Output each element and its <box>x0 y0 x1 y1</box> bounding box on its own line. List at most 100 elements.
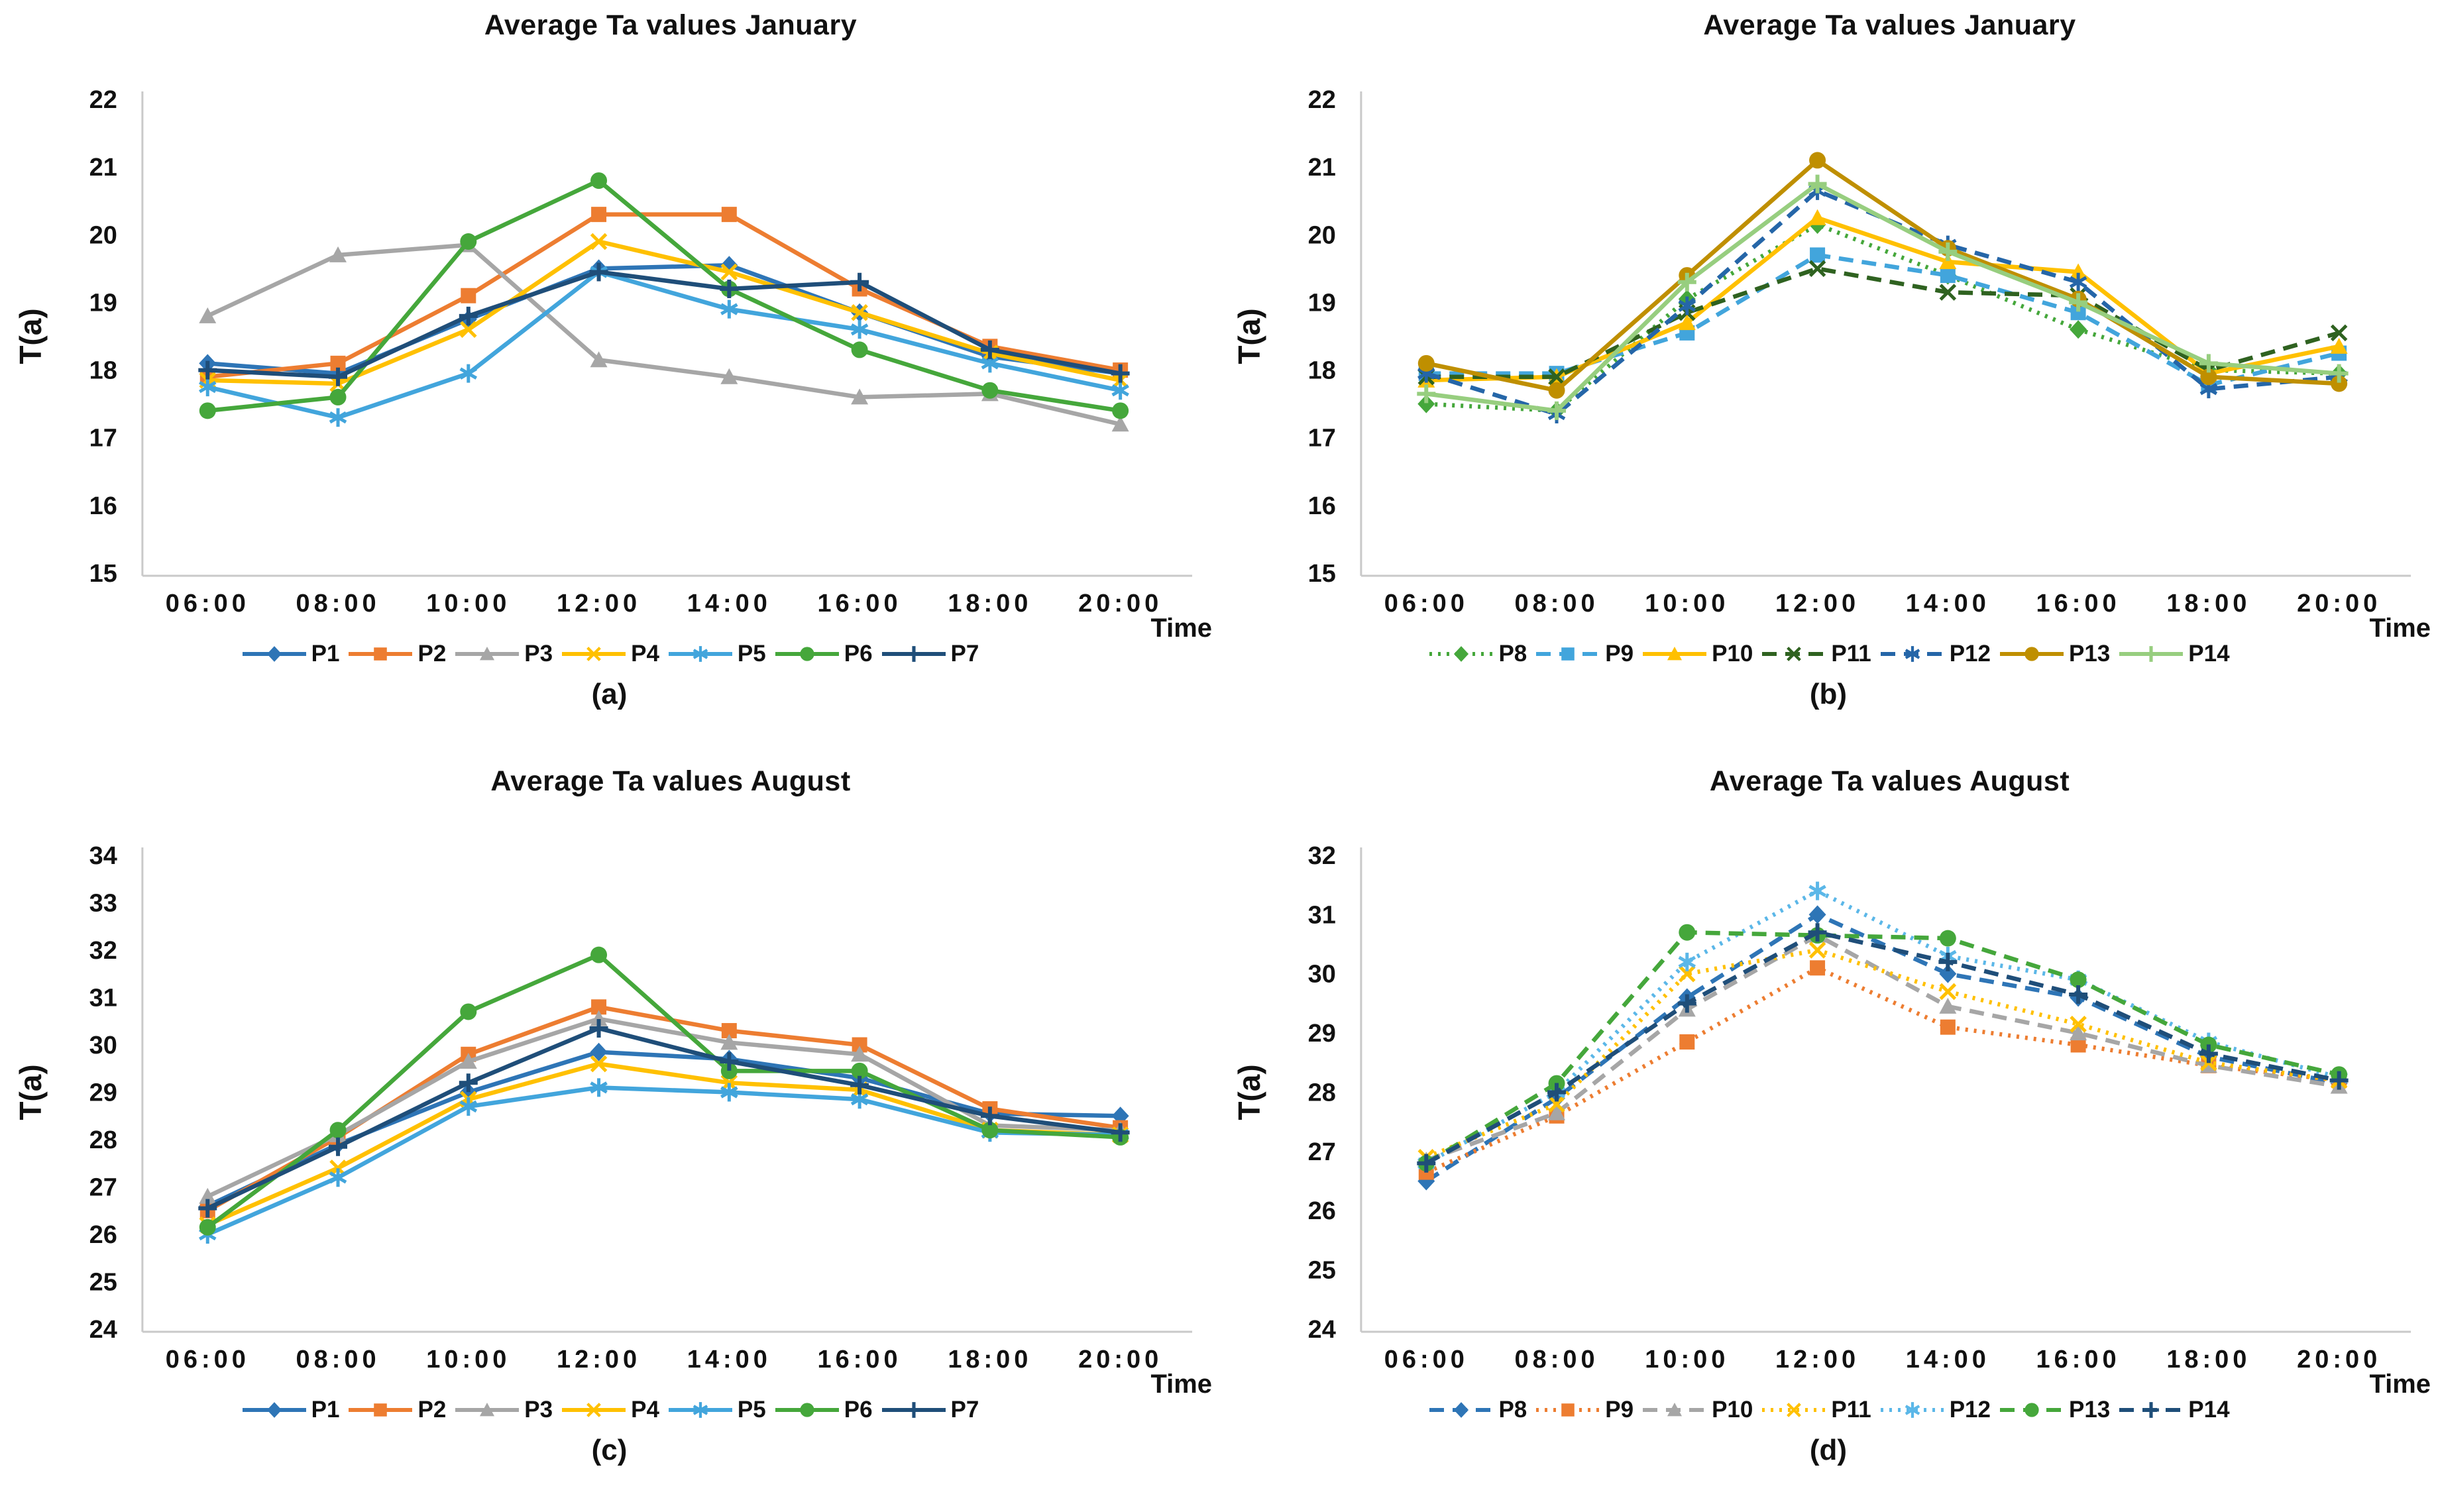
x-axis-title: Time <box>2369 1370 2431 1395</box>
data-point-marker <box>720 1062 738 1079</box>
legend-item-P2[interactable]: P2 <box>346 641 446 667</box>
y-axis-tick-label: 19 <box>1308 289 1336 317</box>
legend-item-P1[interactable]: P1 <box>240 1397 339 1423</box>
legend-label: P5 <box>737 1397 766 1423</box>
legend-item-P4[interactable]: P4 <box>559 1397 659 1423</box>
legend-item-P13[interactable]: P13 <box>1997 1397 2110 1423</box>
legend-item-P5[interactable]: P5 <box>666 1397 766 1423</box>
legend-item-P5[interactable]: P5 <box>666 641 766 667</box>
legend-marker-diamond-icon <box>1429 646 1494 662</box>
data-point-marker <box>1940 1019 1956 1035</box>
y-axis-tick-label: 32 <box>1308 842 1336 870</box>
legend-item-P8[interactable]: P8 <box>1427 1397 1527 1423</box>
data-point-marker <box>720 263 738 281</box>
legend-item-P2[interactable]: P2 <box>346 1397 446 1423</box>
legend-item-P6[interactable]: P6 <box>773 1397 873 1423</box>
legend-item-P1[interactable]: P1 <box>240 641 339 667</box>
panel-caption-a: (a) <box>591 678 628 710</box>
series-P3 <box>199 236 1129 432</box>
legend-marker-plus-icon <box>881 1402 946 1418</box>
legend-item-P9[interactable]: P9 <box>1533 641 1634 667</box>
legend-label: P9 <box>1605 1397 1634 1423</box>
data-point-marker <box>329 1168 347 1187</box>
legend-item-P14[interactable]: P14 <box>2117 641 2230 667</box>
legend-item-P13[interactable]: P13 <box>1997 641 2110 667</box>
data-point-marker <box>459 1073 478 1093</box>
legend-item-P4[interactable]: P4 <box>559 641 659 667</box>
series-P6 <box>199 172 1129 419</box>
legend-item-P10[interactable]: P10 <box>1640 1397 1753 1423</box>
panel-caption-c: (c) <box>591 1434 628 1466</box>
legend-item-P11[interactable]: P11 <box>1759 641 1871 667</box>
legend-item-P7[interactable]: P7 <box>879 641 979 667</box>
legend-item-P14[interactable]: P14 <box>2117 1397 2230 1423</box>
data-point-marker <box>590 1042 608 1061</box>
data-point-marker <box>1417 354 1435 372</box>
data-point-marker <box>1454 646 1469 662</box>
data-point-marker <box>2199 354 2218 373</box>
legend-label: P2 <box>417 1397 447 1423</box>
y-axis-tick-label: 21 <box>1308 154 1336 182</box>
series-line-P12 <box>1425 888 2340 1165</box>
y-axis-tick-label: 17 <box>89 425 117 453</box>
chart-plot-d: 24 25 26 27 28 29 30 31 32 T(a) 06:00 08:00 10:00 12:… <box>1232 842 2431 1395</box>
y-axis-tick-label: 31 <box>89 984 117 1012</box>
data-point-marker <box>590 946 608 963</box>
y-axis-tick-label: 29 <box>1308 1020 1336 1048</box>
legend-item-P9[interactable]: P9 <box>1533 1397 1634 1423</box>
chart-plot-a: 15 16 17 18 19 20 21 22 T(a) 06:00 08:00 10:00 12:00… <box>13 86 1212 639</box>
chart-title-b: Average Ta values January <box>1703 9 2076 41</box>
data-point-marker <box>586 647 601 661</box>
data-point-marker <box>460 1003 477 1020</box>
series-P7 <box>198 1018 1130 1218</box>
chart-plot-c: 24 25 26 27 28 29 30 31 32 33 34 T(a) 06:00 08:00 10:0… <box>13 842 1212 1395</box>
chart-title-c: Average Ta values August <box>490 765 851 797</box>
x-axis-tick-label: 16:00 <box>818 590 902 618</box>
legend-item-P7[interactable]: P7 <box>879 1397 979 1423</box>
data-point-marker <box>721 1023 737 1039</box>
data-point-marker <box>590 1078 608 1097</box>
data-point-marker <box>329 408 347 427</box>
legend-item-P6[interactable]: P6 <box>773 641 873 667</box>
legend-item-P8[interactable]: P8 <box>1427 641 1527 667</box>
x-axis-tick-label: 14:00 <box>687 1346 771 1374</box>
data-point-marker <box>1808 174 1827 193</box>
data-point-marker <box>1677 272 1696 292</box>
y-axis-tick-label: 31 <box>1308 901 1336 929</box>
data-point-marker <box>460 233 477 250</box>
data-point-marker <box>1561 1403 1575 1417</box>
y-axis-tick-label: 29 <box>89 1079 117 1107</box>
data-point-marker <box>459 364 478 383</box>
data-point-marker <box>199 1187 217 1204</box>
data-point-marker <box>460 321 477 339</box>
legend-item-P12[interactable]: P12 <box>1878 641 1991 667</box>
data-point-marker <box>1417 1154 1436 1173</box>
legend-item-P10[interactable]: P10 <box>1640 641 1753 667</box>
data-point-marker <box>720 368 738 384</box>
x-axis-title: Time <box>1150 614 1212 639</box>
series-P5 <box>199 262 1129 427</box>
data-point-marker <box>2069 272 2087 292</box>
x-axis-tick-label: 16:00 <box>2036 1346 2121 1374</box>
legend-item-P3[interactable]: P3 <box>453 641 553 667</box>
data-point-marker <box>590 172 608 189</box>
y-axis-tick-label: 34 <box>89 842 117 870</box>
series-line-P11 <box>1425 947 2340 1160</box>
legend-item-P12[interactable]: P12 <box>1878 1397 1991 1423</box>
data-point-marker <box>589 262 608 282</box>
data-point-marker <box>1417 384 1436 404</box>
series-P14 <box>1417 923 2349 1173</box>
series-line-P4 <box>206 1061 1121 1227</box>
data-point-marker <box>2024 1403 2039 1417</box>
data-point-marker <box>2070 1015 2087 1033</box>
x-axis-tick-label: 08:00 <box>1514 590 1598 618</box>
data-point-marker <box>1679 1034 1695 1050</box>
data-point-marker <box>1561 647 1575 661</box>
legend-item-P3[interactable]: P3 <box>453 1397 553 1423</box>
legend-marker-square-icon <box>1536 647 1600 661</box>
legend-item-P11[interactable]: P11 <box>1759 1397 1871 1423</box>
legend-label: P13 <box>2068 641 2111 667</box>
legend-marker-asterisk-icon <box>1880 1402 1944 1418</box>
data-point-marker <box>1547 1083 1567 1102</box>
